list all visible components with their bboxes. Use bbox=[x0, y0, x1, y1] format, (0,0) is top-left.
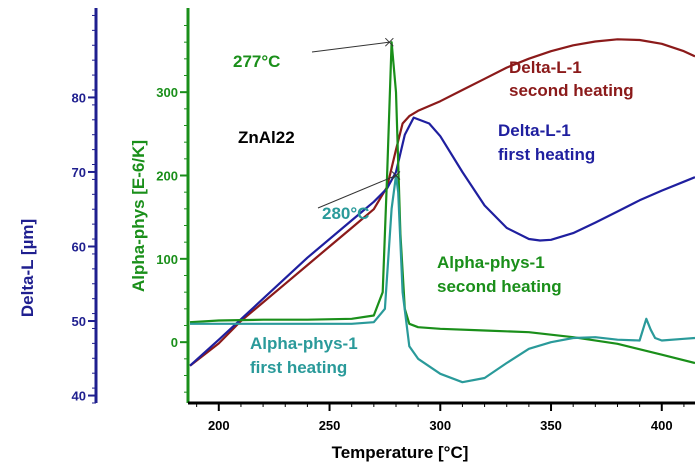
peak-280-label: 280°C bbox=[322, 204, 369, 223]
delta-l-first-label-1: Delta-L-1 bbox=[498, 121, 571, 140]
delta-l-first-label-2: first heating bbox=[498, 145, 595, 164]
peak-277-marker bbox=[384, 37, 394, 47]
series-line-1 bbox=[189, 38, 695, 367]
delta-l-axis: 40 50 60 70 80 bbox=[72, 8, 98, 404]
series-line-4 bbox=[190, 174, 695, 384]
alpha-phys-axis: 0 100 200 300 bbox=[156, 8, 190, 403]
x-tick-label: 300 bbox=[429, 418, 451, 433]
delta-l-second-label-2: second heating bbox=[509, 81, 634, 100]
peak-277-leader bbox=[311, 41, 390, 53]
peak-280-leader bbox=[317, 175, 397, 209]
right-tick-label: 100 bbox=[156, 252, 178, 267]
series-layer bbox=[189, 38, 695, 384]
delta-l-second-label-1: Delta-L-1 bbox=[509, 58, 582, 77]
x-axis-title: Temperature [°C] bbox=[332, 443, 469, 462]
right-tick-label: 200 bbox=[156, 169, 178, 184]
left-tick-label: 70 bbox=[72, 165, 86, 180]
alpha-second-label-2: second heating bbox=[437, 277, 562, 296]
temperature-axis: 200 250 300 350 400 bbox=[188, 401, 695, 433]
alpha-first-label-2: first heating bbox=[250, 358, 347, 377]
left-tick-label: 80 bbox=[72, 90, 86, 105]
left-axis-title: Delta-L [µm] bbox=[18, 219, 37, 317]
right-tick-label: 300 bbox=[156, 85, 178, 100]
right-tick-label: 0 bbox=[171, 335, 178, 350]
peak-280-marker bbox=[391, 171, 401, 180]
right-axis-title: Alpha-phys [E-6/K] bbox=[129, 140, 148, 292]
x-tick-label: 400 bbox=[651, 418, 673, 433]
chart-title: ZnAl22 bbox=[238, 128, 295, 147]
series-line-2 bbox=[189, 116, 695, 367]
left-tick-label: 50 bbox=[72, 314, 86, 329]
peak-277-label: 277°C bbox=[233, 52, 280, 71]
left-tick-label: 40 bbox=[72, 389, 86, 404]
x-tick-label: 200 bbox=[208, 418, 230, 433]
left-tick-label: 60 bbox=[72, 239, 86, 254]
alpha-first-label-1: Alpha-phys-1 bbox=[250, 334, 358, 353]
alpha-second-label-1: Alpha-phys-1 bbox=[437, 253, 545, 272]
peak-markers bbox=[311, 37, 401, 209]
x-tick-label: 250 bbox=[319, 418, 341, 433]
x-tick-label: 350 bbox=[540, 418, 562, 433]
